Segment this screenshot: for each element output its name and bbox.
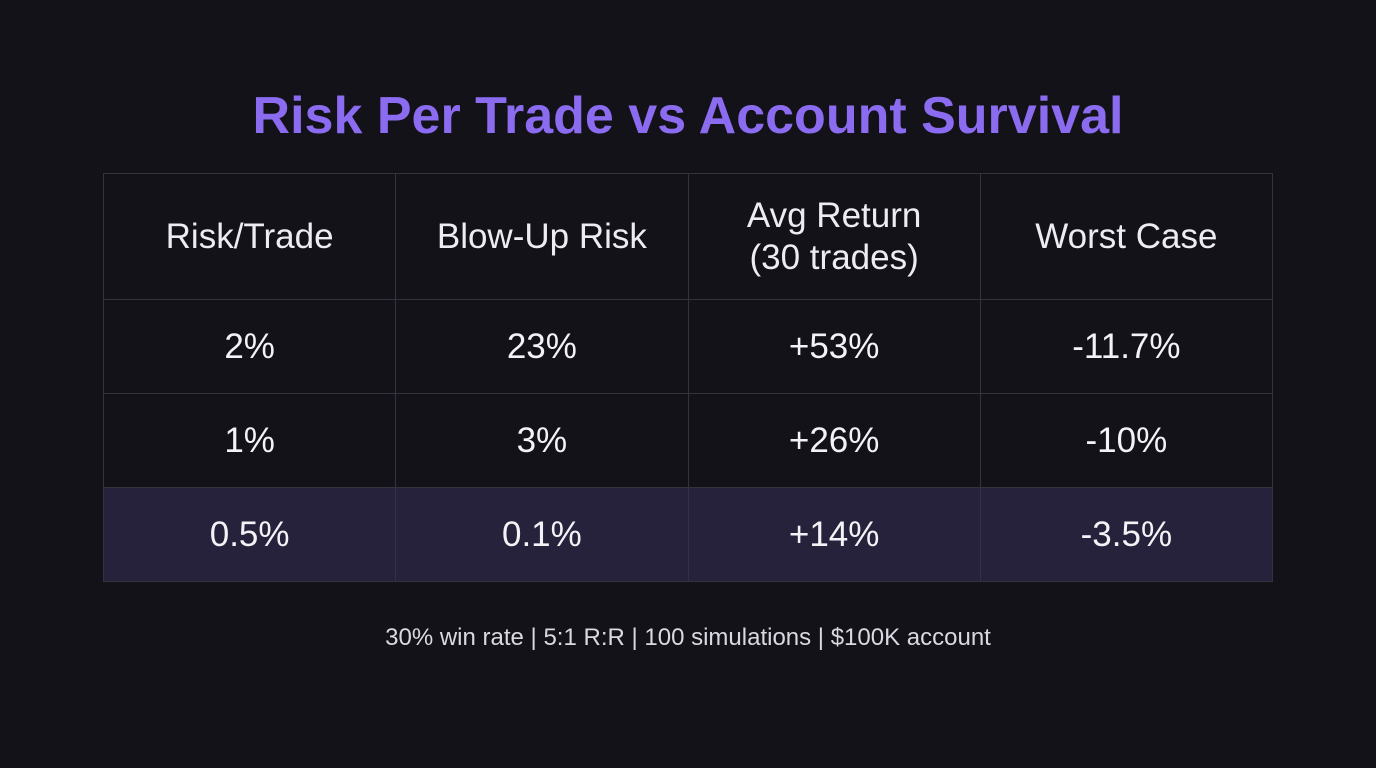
blow-up-risk-cell: 23% (395, 299, 689, 394)
risk-per-trade-cell: 0.5% (102, 487, 397, 582)
table-header: Risk/Trade Blow-Up Risk Avg Return (30 t… (102, 173, 1274, 300)
worst-case-cell: -10% (979, 393, 1274, 488)
header-risk-per-trade: Risk/Trade (102, 173, 397, 300)
avg-return-cell: +53% (687, 299, 981, 394)
avg-return-cell: +26% (687, 393, 981, 488)
table-row-0-5pct-highlighted: 0.5% 0.1% +14% -3.5% (102, 487, 1274, 582)
header-worst-case: Worst Case (979, 173, 1274, 300)
simulation-footnote: 30% win rate | 5:1 R:R | 100 simulations… (385, 624, 991, 651)
worst-case-cell: -11.7% (979, 299, 1274, 394)
table-row-1pct: 1% 3% +26% -10% (102, 393, 1274, 488)
page-title: Risk Per Trade vs Account Survival (252, 87, 1124, 145)
avg-return-cell: +14% (687, 487, 981, 582)
header-avg-return: Avg Return (30 trades) (687, 173, 981, 300)
worst-case-cell: -3.5% (979, 487, 1274, 582)
header-blow-up-risk: Blow-Up Risk (395, 173, 689, 300)
risk-survival-table: Risk/Trade Blow-Up Risk Avg Return (30 t… (102, 173, 1274, 582)
table-row-2pct: 2% 23% +53% -11.7% (102, 299, 1274, 394)
header-row: Risk/Trade Blow-Up Risk Avg Return (30 t… (102, 173, 1274, 300)
table-body: 2% 23% +53% -11.7% 1% 3% +26% -10% 0.5% … (102, 299, 1274, 582)
blow-up-risk-cell: 3% (395, 393, 689, 488)
blow-up-risk-cell: 0.1% (395, 487, 689, 582)
risk-per-trade-cell: 1% (102, 393, 397, 488)
risk-per-trade-cell: 2% (102, 299, 397, 394)
